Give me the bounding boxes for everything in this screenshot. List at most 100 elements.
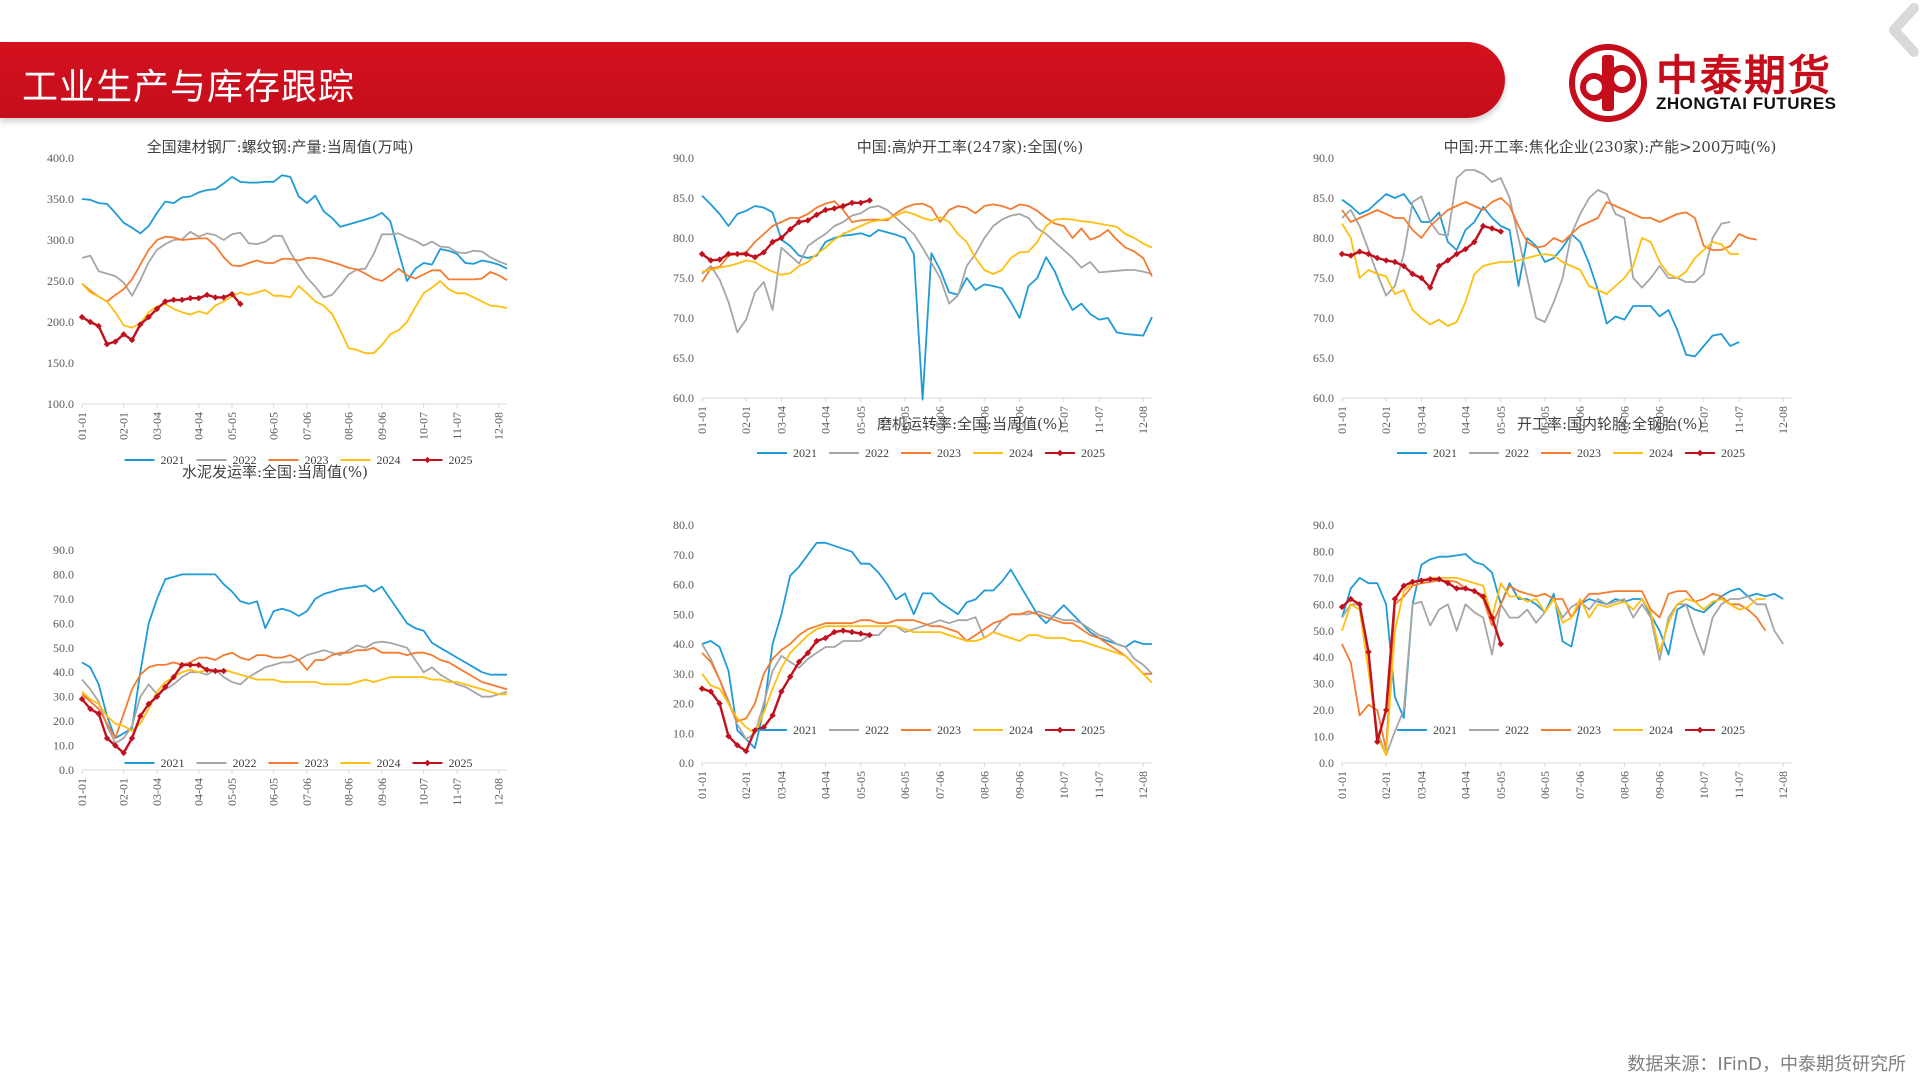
legend-item-2021: 2021 [757, 723, 817, 737]
chart-cement-shipment: 水泥发运率:全国:当周值(%) 0.0 10.0 20.0 30.0 40.0 50.0 60… [53, 463, 508, 806]
legend-item-2024: 2024 [340, 756, 401, 770]
legend-item-2021: 2021 [757, 446, 817, 460]
x-tick-label: 12-08 [1776, 406, 1790, 434]
legend-item-2021: 2021 [1397, 446, 1457, 460]
y-tick-label: 20.0 [53, 714, 74, 728]
series-line-2021 [701, 541, 1152, 750]
chart-tire-rate: 开工率:国内轮胎:全钢胎(%) 0.0 10.0 20.0 30.0 40.0 50.0 60… [1313, 415, 1792, 799]
data-point-2025 [1409, 270, 1416, 278]
legend-label: 2021 [161, 453, 185, 467]
corner-chevron-icon [1889, 3, 1919, 57]
legend-label: 2025 [449, 453, 473, 467]
x-tick-label: 08-06 [977, 771, 991, 799]
data-point-2025 [228, 290, 236, 298]
legend-label: 2021 [1433, 723, 1457, 737]
x-tick-label: 01-01 [1335, 406, 1349, 434]
legend-item-2023: 2023 [268, 453, 329, 467]
chart-title: 磨机运转率:全国:当周值(%) [877, 415, 1063, 433]
data-point-2025 [170, 296, 177, 304]
data-point-2025 [195, 295, 202, 302]
data-point-2025 [137, 321, 144, 328]
data-point-2025 [162, 298, 169, 305]
x-tick-label: 04-04 [819, 771, 833, 799]
legend-item-2025: 2025 [412, 756, 473, 770]
x-tick-label: 05-05 [1494, 406, 1508, 434]
series-line-2021 [701, 194, 1153, 401]
x-tick-label: 09-06 [1013, 771, 1027, 799]
y-tick-label: 150.0 [47, 356, 74, 370]
series-line-2021 [81, 573, 507, 740]
legend-label: 2023 [937, 723, 961, 737]
chart-blast-furnace-rate: 中国:高炉开工率(247家):全国(%) 60.0 65.0 70.0 75.0 80.0… [673, 138, 1153, 460]
y-tick-label: 50.0 [53, 641, 74, 655]
x-tick-label: 12-08 [492, 412, 506, 440]
x-tick-label: 03-04 [150, 412, 164, 440]
legend-label: 2024 [377, 453, 401, 467]
x-tick-label: 03-04 [774, 406, 788, 434]
data-point-2025 [1391, 258, 1399, 266]
y-tick-label: 10.0 [1313, 730, 1334, 744]
data-point-2025 [698, 250, 706, 258]
header-bar [0, 42, 1505, 118]
x-tick-label: 04-04 [1459, 771, 1473, 799]
x-tick-label: 02-01 [117, 412, 131, 440]
series-line-2024 [1341, 576, 1766, 757]
series-line-2024 [1341, 223, 1740, 327]
y-tick-label: 0.0 [59, 763, 74, 777]
y-tick-label: 75.0 [1313, 271, 1334, 285]
data-point-2025 [1435, 262, 1443, 270]
x-tick-label: 02-01 [739, 406, 753, 434]
legend-label: 2025 [1081, 446, 1105, 460]
y-tick-label: 20.0 [1313, 703, 1334, 717]
data-point-2025 [751, 254, 759, 261]
legend-item-2024: 2024 [1613, 723, 1673, 737]
legend-label: 2023 [305, 453, 329, 467]
legend-marker [424, 759, 431, 767]
legend-item-2025: 2025 [412, 453, 473, 467]
data-point-2025 [237, 300, 244, 308]
y-tick-label: 65.0 [673, 351, 694, 365]
x-tick-label: 10-07 [1697, 771, 1711, 799]
series-line-2022 [81, 230, 508, 299]
legend-item-2023: 2023 [1541, 723, 1601, 737]
y-tick-label: 90.0 [53, 543, 74, 557]
x-tick-label: 08-06 [1617, 406, 1631, 434]
x-tick-label: 10-07 [1057, 406, 1071, 434]
source-note: 数据来源：IFinD，中泰期货研究所 [1627, 1054, 1906, 1075]
data-point-2025 [1338, 603, 1346, 611]
data-point-2025 [203, 666, 211, 673]
x-tick-label: 11-07 [450, 412, 464, 440]
x-tick-label: 06-05 [898, 406, 912, 434]
x-tick-label: 09-06 [1653, 771, 1667, 799]
x-tick-label: 09-06 [375, 778, 389, 806]
x-tick-label: 02-01 [739, 771, 753, 799]
data-point-2025 [1462, 585, 1469, 592]
x-tick-label: 01-01 [695, 406, 709, 434]
data-point-2025 [795, 218, 803, 226]
data-point-2025 [1400, 262, 1407, 270]
y-tick-label: 350.0 [47, 192, 74, 206]
y-tick-label: 70.0 [673, 311, 694, 325]
data-point-2025 [1347, 595, 1355, 603]
x-tick-label: 06-05 [1538, 406, 1552, 434]
legend-item-2022: 2022 [829, 446, 889, 460]
data-point-2025 [178, 296, 186, 304]
series-line-2024 [701, 210, 1153, 276]
x-tick-label: 12-08 [1136, 771, 1150, 799]
series-line-2024 [81, 668, 507, 732]
x-tick-label: 01-01 [1335, 771, 1349, 799]
data-point-2025 [716, 700, 723, 707]
x-tick-label: 07-06 [1573, 406, 1587, 434]
x-tick-label: 05-05 [225, 412, 239, 440]
legend-label: 2023 [305, 756, 329, 770]
legend-label: 2024 [1649, 723, 1673, 737]
legend-item-2024: 2024 [973, 446, 1033, 460]
data-point-2025 [1462, 246, 1469, 253]
x-tick-label: 01-01 [695, 771, 709, 799]
x-tick-label: 05-05 [854, 771, 868, 799]
data-point-2025 [822, 206, 829, 214]
x-tick-label: 06-05 [267, 778, 281, 806]
legend-item-2022: 2022 [196, 756, 257, 770]
legend-item-2024: 2024 [1613, 446, 1673, 460]
x-tick-label: 09-06 [1653, 406, 1667, 434]
